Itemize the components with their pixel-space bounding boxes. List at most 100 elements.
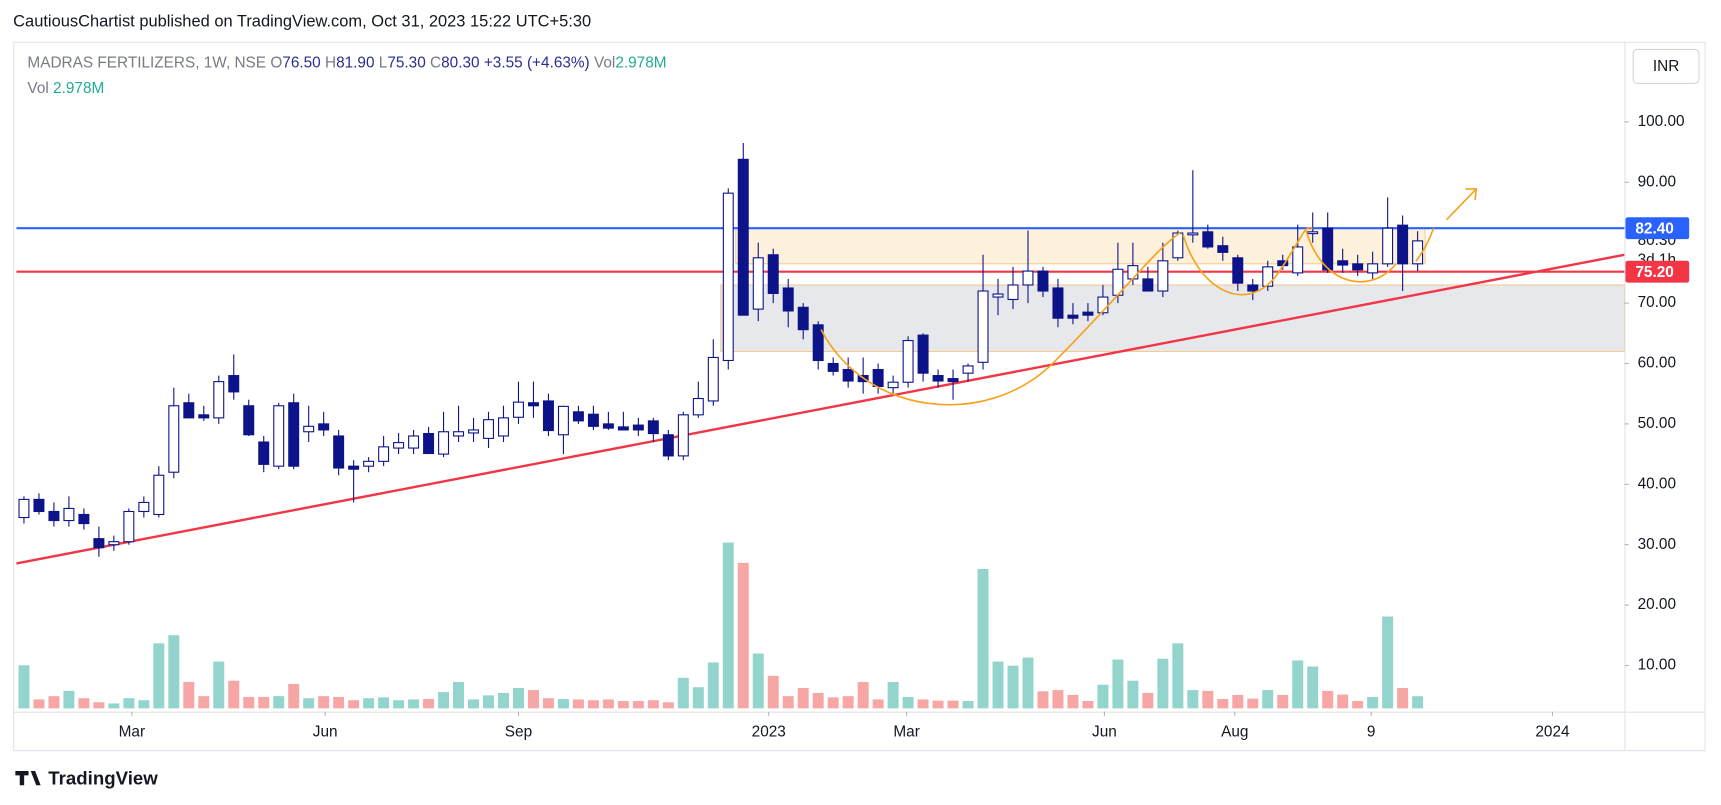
candle-body xyxy=(1202,231,1214,248)
volume-legend: Vol 2.978M xyxy=(27,80,104,97)
volume-bar xyxy=(1022,657,1034,709)
volume-bar xyxy=(1097,684,1109,709)
candle-body xyxy=(93,538,105,549)
candle-body xyxy=(1382,227,1394,265)
volume-bar xyxy=(767,675,779,709)
legend-key: O xyxy=(270,55,282,72)
candle-body xyxy=(722,192,734,362)
volume-bar xyxy=(93,702,105,709)
volume-bar xyxy=(498,692,509,709)
volume-bar xyxy=(1307,666,1319,709)
candle-body xyxy=(1217,245,1229,253)
volume-bar xyxy=(797,688,809,709)
currency[interactable]: INR xyxy=(1653,58,1679,75)
volume-bar xyxy=(1382,616,1394,709)
candle-body xyxy=(123,510,135,543)
candle-body xyxy=(1352,263,1364,271)
volume-bar xyxy=(1067,694,1079,709)
volume-bar xyxy=(512,688,524,709)
candle-body xyxy=(213,381,225,419)
y-tick-label: 70.00 xyxy=(1638,294,1676,311)
legend-line: MADRAS FERTILIZERS, 1W, NSE O76.50 H81.9… xyxy=(27,55,666,72)
volume-bar xyxy=(1232,694,1244,709)
candle-body xyxy=(1037,270,1049,292)
volume-bar xyxy=(1322,690,1334,709)
volume-bar xyxy=(617,701,629,709)
volume-bar xyxy=(273,696,285,709)
volume-bar xyxy=(63,690,75,709)
x-tick-label: Jun xyxy=(313,724,338,741)
volume-bar xyxy=(1412,696,1424,709)
candle-body xyxy=(827,362,839,372)
legend-value: 2.978M xyxy=(53,80,104,97)
candle-body xyxy=(1127,265,1139,280)
candle-body xyxy=(288,402,300,467)
candle-body xyxy=(33,498,45,513)
volume-bar xyxy=(1277,694,1289,709)
candle-body xyxy=(572,411,584,422)
volume-bar xyxy=(333,696,345,709)
volume-bar xyxy=(872,699,884,709)
volume-bar xyxy=(1262,690,1274,709)
candle-body xyxy=(1067,314,1079,319)
volume-bar xyxy=(1217,699,1229,709)
candle-body xyxy=(1157,260,1169,292)
volume-bar xyxy=(1202,690,1214,709)
x-tick-label: Sep xyxy=(505,724,532,741)
volume-bar xyxy=(18,665,30,709)
level-label: 82.40 xyxy=(1635,220,1673,237)
candle-body xyxy=(782,287,794,312)
x-tick-label: Jun xyxy=(1092,724,1117,741)
volume-bar xyxy=(1352,701,1364,709)
candle-body xyxy=(453,431,465,437)
volume-bar xyxy=(602,699,614,709)
candle-body xyxy=(243,405,255,436)
brand: TradingView xyxy=(48,768,158,789)
volume-bar xyxy=(557,699,569,709)
candle-body xyxy=(1292,246,1304,274)
candle-body xyxy=(378,446,390,462)
legend-value: 76.50 xyxy=(282,55,320,72)
candle-body xyxy=(1142,278,1154,292)
frame xyxy=(13,41,1706,752)
candle-body xyxy=(1397,224,1409,265)
candle-body xyxy=(393,442,405,449)
y-tick-label: 20.00 xyxy=(1638,596,1676,613)
candle-body xyxy=(1082,311,1094,316)
volume-bar xyxy=(168,635,180,709)
cup-curve xyxy=(1182,226,1313,296)
x-tick-label: Mar xyxy=(119,724,145,741)
candle-body xyxy=(662,434,674,457)
legend-key: Vol xyxy=(27,80,48,97)
candle-body xyxy=(872,368,884,387)
candle-body xyxy=(527,402,539,407)
candle-body xyxy=(887,381,899,389)
candle-body xyxy=(947,378,959,383)
volume-bar xyxy=(78,698,90,709)
candle-body xyxy=(258,441,270,465)
zone xyxy=(735,227,1426,265)
candle-body xyxy=(1322,227,1334,271)
volume-bar xyxy=(213,661,225,709)
cup-curve xyxy=(1305,230,1397,283)
candle-body xyxy=(737,158,749,316)
candle-body xyxy=(587,413,599,427)
volume-bar xyxy=(677,677,689,709)
volume-bar xyxy=(752,653,764,709)
candle-body xyxy=(767,254,779,294)
candle-body xyxy=(1022,270,1034,286)
currency-button[interactable] xyxy=(1632,48,1700,85)
volume-bar xyxy=(1397,688,1409,709)
y-tick-label: 90.00 xyxy=(1638,173,1676,190)
volume-bar xyxy=(1292,660,1304,709)
candle-body xyxy=(542,400,554,432)
volume-bar xyxy=(303,698,315,709)
x-tick-label: 2024 xyxy=(1535,724,1570,741)
cup-curve xyxy=(1415,228,1435,262)
volume-bar xyxy=(947,700,959,709)
volume-bar xyxy=(812,692,824,709)
candle-body xyxy=(363,460,375,467)
candle-body xyxy=(932,375,944,382)
candle-body xyxy=(168,405,180,473)
candle-body xyxy=(153,474,165,516)
